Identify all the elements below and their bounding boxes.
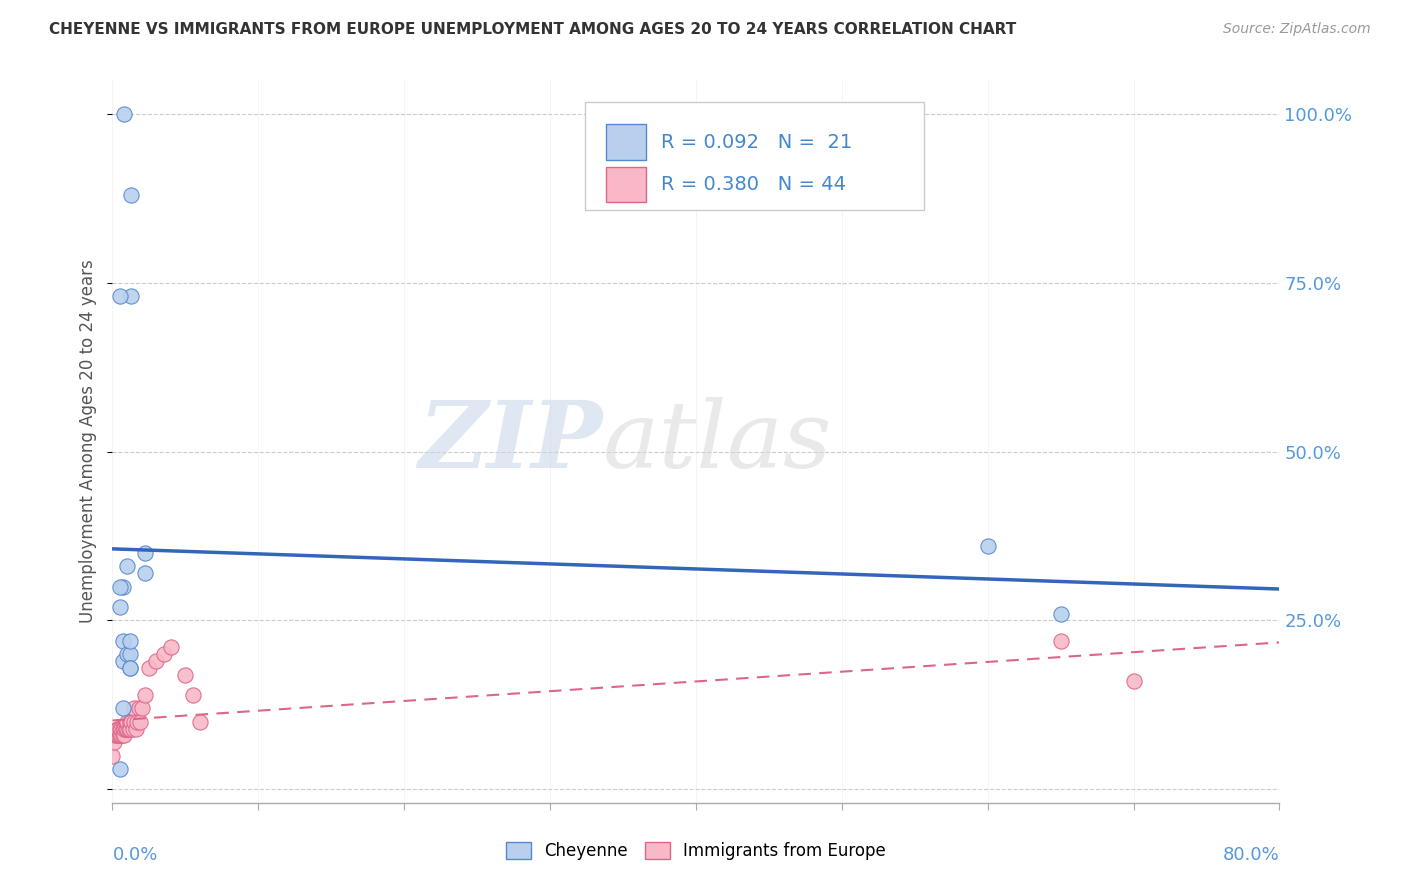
Point	[107, 728, 129, 742]
FancyBboxPatch shape	[606, 124, 645, 160]
Point	[118, 661, 141, 675]
Point	[112, 722, 135, 736]
Point	[105, 722, 128, 736]
Point	[112, 728, 135, 742]
Point	[115, 722, 138, 736]
Text: 80.0%: 80.0%	[1223, 847, 1279, 864]
Point	[110, 722, 132, 736]
Point	[152, 647, 174, 661]
Point	[108, 728, 131, 742]
Point	[124, 701, 146, 715]
Point	[105, 728, 128, 742]
Point	[160, 640, 183, 655]
Point	[118, 647, 141, 661]
Text: atlas: atlas	[603, 397, 832, 486]
Point	[115, 647, 138, 661]
Point	[120, 714, 142, 729]
Point	[110, 728, 132, 742]
Point	[111, 701, 134, 715]
Point	[131, 701, 153, 715]
FancyBboxPatch shape	[585, 102, 924, 211]
Point	[118, 722, 141, 736]
Point	[118, 633, 141, 648]
Legend: Cheyenne, Immigrants from Europe: Cheyenne, Immigrants from Europe	[499, 835, 893, 867]
Text: 0.0%: 0.0%	[112, 847, 157, 864]
Point	[104, 728, 127, 742]
Point	[134, 566, 156, 581]
Point	[108, 599, 131, 614]
Point	[118, 714, 141, 729]
Point	[1049, 607, 1071, 621]
Point	[108, 289, 131, 303]
Point	[122, 722, 145, 736]
Point	[125, 722, 148, 736]
Point	[174, 667, 197, 681]
Point	[111, 580, 134, 594]
Point	[103, 735, 125, 749]
Text: ZIP: ZIP	[419, 397, 603, 486]
Y-axis label: Unemployment Among Ages 20 to 24 years: Unemployment Among Ages 20 to 24 years	[79, 260, 97, 624]
Point	[115, 714, 138, 729]
Point	[107, 722, 129, 736]
Point	[120, 289, 142, 303]
Point	[108, 580, 131, 594]
Point	[134, 688, 156, 702]
Point	[101, 728, 124, 742]
Point	[128, 701, 150, 715]
Point	[114, 722, 136, 736]
Point	[111, 722, 134, 736]
Point	[117, 722, 139, 736]
Point	[976, 539, 998, 553]
Point	[129, 714, 152, 729]
Point	[111, 654, 134, 668]
Point	[134, 546, 156, 560]
Point	[120, 188, 142, 202]
FancyBboxPatch shape	[606, 167, 645, 202]
Point	[101, 748, 124, 763]
Text: CHEYENNE VS IMMIGRANTS FROM EUROPE UNEMPLOYMENT AMONG AGES 20 TO 24 YEARS CORREL: CHEYENNE VS IMMIGRANTS FROM EUROPE UNEMP…	[49, 22, 1017, 37]
Point	[127, 714, 149, 729]
Point	[112, 722, 135, 736]
Text: R = 0.092   N =  21: R = 0.092 N = 21	[661, 133, 852, 152]
Point	[118, 661, 141, 675]
Text: R = 0.380   N = 44: R = 0.380 N = 44	[661, 175, 846, 194]
Point	[108, 762, 131, 776]
Point	[111, 728, 134, 742]
Point	[114, 722, 136, 736]
Point	[108, 722, 131, 736]
Point	[115, 559, 138, 574]
Point	[188, 714, 211, 729]
Point	[181, 688, 204, 702]
Point	[1049, 633, 1071, 648]
Point	[108, 728, 131, 742]
Point	[138, 661, 160, 675]
Text: Source: ZipAtlas.com: Source: ZipAtlas.com	[1223, 22, 1371, 37]
Point	[145, 654, 167, 668]
Point	[1122, 674, 1144, 689]
Point	[111, 633, 134, 648]
Point	[124, 714, 146, 729]
Point	[112, 107, 135, 121]
